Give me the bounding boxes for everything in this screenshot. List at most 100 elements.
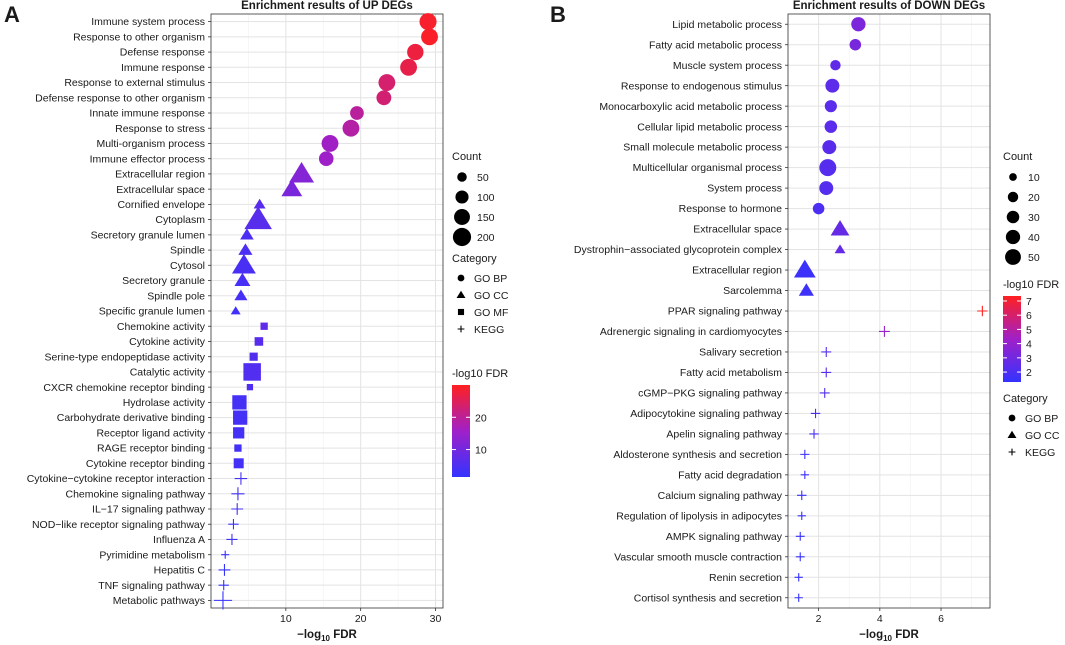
- size-legend-title: Count: [1003, 151, 1032, 163]
- color-legend-label: 2: [1026, 367, 1032, 379]
- data-points: [213, 13, 438, 610]
- data-point-circle: [849, 38, 862, 51]
- category-label: NOD−like receptor signaling pathway: [32, 519, 206, 531]
- data-point-triangle: [793, 259, 816, 278]
- data-point-triangle: [234, 272, 251, 287]
- color-legend-label: 20: [475, 412, 487, 424]
- category-label: Salivary secretion: [699, 347, 782, 359]
- color-legend-label: 7: [1026, 296, 1032, 308]
- category-label: Calcium signaling pathway: [658, 490, 783, 502]
- category-label: Cytoplasm: [155, 214, 205, 226]
- category-label: Multi-organism process: [96, 138, 205, 150]
- data-point-square: [233, 410, 248, 425]
- data-point-triangle: [244, 206, 272, 230]
- x-tick-label: 30: [430, 613, 442, 625]
- data-point-triangle: [289, 162, 315, 183]
- x-axis-title-subscript: 10: [321, 634, 330, 643]
- data-point-plus: [221, 550, 230, 559]
- data-point-plus: [228, 519, 239, 530]
- x-axis-title-subscript: 10: [883, 634, 892, 643]
- data-point-plus: [810, 408, 821, 419]
- category-label: Dystrophin−associated glycoprotein compl…: [574, 244, 783, 256]
- category-label: Multicellular organismal process: [633, 162, 782, 174]
- shape-legend-title: Category: [1003, 393, 1048, 405]
- category-label: Immune response: [121, 62, 205, 74]
- color-legend-label: 4: [1026, 339, 1032, 351]
- category-label: CXCR chemokine receptor binding: [43, 382, 205, 394]
- data-point-circle: [378, 74, 396, 91]
- data-point-plus: [977, 305, 988, 317]
- category-label: AMPK signaling pathway: [666, 531, 783, 543]
- data-point-plus: [218, 564, 231, 576]
- shape-legend-label: GO CC: [474, 290, 509, 302]
- data-point-circle: [824, 120, 838, 133]
- category-label: Extracellular region: [115, 169, 205, 181]
- category-label: TNF signaling pathway: [98, 580, 206, 592]
- size-legend-dot: [1006, 210, 1020, 224]
- data-point-triangle: [234, 289, 248, 301]
- category-label: Response to stress: [115, 123, 205, 135]
- category-label: Spindle: [170, 245, 205, 257]
- data-point-square: [260, 322, 268, 330]
- category-label: Chemokine activity: [117, 321, 206, 333]
- data-point-circle: [350, 106, 364, 120]
- chart-title: Enrichment results of DOWN DEGs: [793, 0, 985, 12]
- data-point-square: [232, 395, 247, 410]
- category-label: Cytosol: [170, 260, 205, 272]
- data-point-plus: [218, 579, 229, 591]
- shape-legend-key: [457, 325, 465, 333]
- category-label: Cornified envelope: [117, 199, 205, 211]
- category-label: Hydrolase activity: [123, 397, 206, 409]
- size-legend-dot: [1007, 191, 1019, 203]
- data-point-triangle: [231, 253, 256, 274]
- data-points: [793, 17, 988, 602]
- x-tick-label: 6: [938, 613, 944, 625]
- data-point-circle: [812, 202, 825, 215]
- data-point-square: [234, 444, 242, 452]
- category-label: Fatty acid metabolism: [680, 367, 782, 379]
- category-label: Response to external stimulus: [64, 77, 205, 89]
- category-label: Defense response: [120, 47, 205, 59]
- category-label: Apelin signaling pathway: [666, 428, 782, 440]
- color-legend-bar: [452, 385, 470, 477]
- data-point-plus: [794, 593, 803, 602]
- legends: Count 50 100 150 200 Category GO BP GO CC GO MF K…: [452, 151, 509, 477]
- category-label: Immune system process: [91, 16, 205, 28]
- x-tick-label: 10: [280, 613, 292, 625]
- size-legend-label: 50: [1028, 252, 1040, 264]
- data-point-plus: [821, 367, 832, 378]
- data-point-circle: [819, 159, 837, 177]
- category-label: Fatty acid degradation: [678, 469, 782, 481]
- data-point-triangle: [798, 283, 814, 296]
- category-label: Renin secretion: [709, 572, 782, 584]
- data-point-plus: [795, 552, 805, 562]
- data-point-square: [233, 427, 245, 439]
- category-label: Immune effector process: [90, 153, 205, 165]
- category-label: Extracellular space: [116, 184, 205, 196]
- category-label: Secretory granule lumen: [91, 229, 206, 241]
- category-label: PPAR signaling pathway: [668, 306, 783, 318]
- category-label: Monocarboxylic acid metabolic process: [599, 101, 782, 113]
- data-point-triangle: [830, 220, 850, 236]
- shape-legend-key: [1007, 430, 1017, 439]
- shape-legend-key: [1008, 414, 1016, 422]
- category-label: Response to endogenous stimulus: [621, 80, 782, 92]
- chart-title: Enrichment results of UP DEGs: [241, 0, 413, 12]
- data-point-triangle: [253, 198, 266, 209]
- data-point-circle: [819, 181, 834, 196]
- size-legend-dot: [455, 190, 469, 204]
- panel-b: B Enrichment results of DOWN DEGs Lipid me…: [550, 0, 1060, 643]
- category-label: Cellular lipid metabolic process: [637, 121, 782, 133]
- data-point-square: [254, 337, 264, 346]
- x-tick-label: 20: [355, 613, 367, 625]
- data-point-triangle: [238, 243, 253, 255]
- data-point-circle: [830, 59, 841, 71]
- data-point-circle: [419, 13, 437, 31]
- color-legend-label: 3: [1026, 353, 1032, 365]
- size-legend-title: Count: [452, 151, 481, 163]
- category-label: Hepatitis C: [154, 565, 206, 577]
- x-tick-label: 4: [877, 613, 883, 625]
- data-point-circle: [321, 135, 339, 152]
- data-point-circle: [407, 43, 424, 61]
- data-point-plus: [794, 573, 803, 582]
